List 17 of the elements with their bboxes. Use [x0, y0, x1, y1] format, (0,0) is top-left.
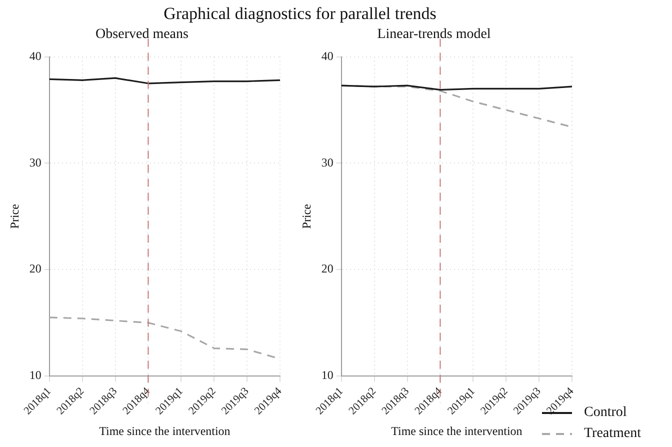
chart-title: Observed means: [96, 27, 188, 42]
y-tick-label: 20: [29, 262, 42, 276]
y-tick-label: 20: [321, 262, 334, 276]
chart-title: Linear-trends model: [377, 27, 491, 42]
y-axis-title: Price: [299, 204, 314, 229]
y-tick-label: 40: [321, 48, 334, 63]
y-axis-title: Price: [7, 204, 22, 229]
y-tick-label: 40: [29, 48, 42, 63]
legend-label: Treatment: [584, 426, 642, 442]
text: Graphical diagnostics for parallel trends: [162, 4, 438, 24]
x-axis-title: Time since the intervention: [99, 424, 230, 438]
y-tick-label: 10: [321, 368, 334, 382]
y-tick-label: 10: [29, 368, 42, 382]
legend-label: Control: [584, 404, 627, 420]
y-tick-label: 30: [29, 155, 42, 170]
x-axis-title: Time since the intervention: [391, 424, 522, 438]
y-tick-label: 30: [321, 155, 334, 170]
